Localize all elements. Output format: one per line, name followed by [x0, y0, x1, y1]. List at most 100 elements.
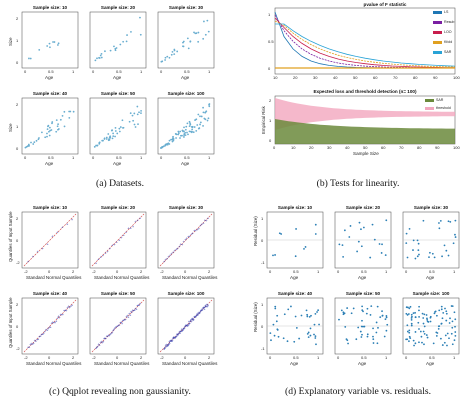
data-point: + — [205, 304, 208, 309]
data-point — [59, 118, 62, 121]
data-point — [98, 142, 101, 145]
x-axis-label: Age — [45, 75, 54, 80]
data-point — [450, 332, 453, 335]
data-point: + — [139, 301, 142, 306]
data-point — [454, 233, 456, 236]
data-point: + — [175, 334, 178, 339]
data-point — [444, 334, 447, 337]
data-point — [405, 312, 408, 315]
data-point — [28, 57, 30, 60]
data-point — [362, 325, 364, 328]
x-axis-label: Sample Size — [353, 151, 379, 156]
reference-line — [159, 299, 213, 353]
x-tick-label: 90 — [433, 75, 438, 80]
data-point: + — [97, 256, 100, 261]
data-point — [206, 19, 209, 22]
x-tick-label: 1 — [208, 155, 211, 160]
data-point: + — [184, 237, 187, 242]
data-point — [193, 31, 195, 34]
y-tick-label: 1 — [261, 302, 264, 307]
data-point: + — [198, 311, 201, 316]
data-point — [119, 43, 122, 46]
data-point: + — [104, 336, 107, 341]
data-point — [138, 111, 140, 114]
data-point — [186, 122, 189, 125]
data-point — [423, 313, 426, 316]
data-point — [438, 222, 440, 224]
data-point — [360, 336, 363, 338]
pvalue-title: pvalue of F statistic — [363, 2, 407, 7]
y-tick-label: 2 — [16, 302, 19, 307]
x-tick-label: 1 — [72, 155, 75, 160]
data-point: + — [181, 242, 184, 247]
data-point: + — [125, 230, 128, 235]
data-point — [344, 326, 347, 328]
linearity-plots — [274, 7, 456, 145]
data-point — [451, 320, 454, 323]
x-tick-label: 0 — [405, 269, 408, 274]
data-point: + — [196, 311, 199, 316]
data-point — [32, 143, 35, 145]
plot-title: Sample size: 50 — [100, 291, 136, 296]
data-point — [107, 133, 110, 135]
x-tick-label: 0.5 — [429, 355, 435, 360]
x-tick-label: 2 — [140, 355, 143, 360]
data-point: + — [129, 312, 132, 317]
data-point — [453, 311, 456, 314]
data-point: + — [36, 337, 39, 342]
plot-title: Sample size: 50 — [100, 91, 136, 96]
data-point — [412, 339, 415, 342]
data-point — [53, 41, 56, 43]
data-point: + — [95, 260, 98, 265]
data-point — [406, 330, 409, 333]
data-point: + — [169, 253, 172, 258]
data-point — [422, 330, 425, 333]
data-point: + — [175, 247, 178, 252]
data-point: + — [113, 242, 116, 247]
data-point: + — [174, 335, 177, 340]
x-tick-label: 2 — [140, 269, 143, 274]
data-point — [371, 223, 374, 226]
data-point — [132, 119, 135, 122]
x-tick-label: 1 — [208, 69, 211, 74]
data-point: + — [109, 246, 112, 251]
data-point — [305, 309, 308, 312]
data-point: + — [122, 318, 125, 323]
data-point — [423, 325, 426, 328]
data-point: + — [97, 344, 100, 349]
data-point: + — [189, 234, 192, 239]
data-point — [346, 339, 349, 342]
data-point — [139, 33, 142, 36]
data-point — [187, 133, 189, 136]
data-point — [346, 307, 349, 309]
data-point — [63, 125, 66, 128]
x-tick-label: 1 — [140, 155, 143, 160]
data-point — [422, 322, 425, 325]
data-point — [414, 257, 417, 260]
data-point — [202, 37, 205, 40]
plot-title: Sample size: 100 — [167, 91, 205, 96]
data-point: + — [179, 331, 182, 336]
data-point: + — [99, 340, 102, 345]
data-point — [294, 315, 297, 318]
data-point — [199, 121, 202, 124]
data-point — [37, 138, 40, 141]
data-point: + — [96, 345, 99, 350]
data-point — [202, 125, 204, 127]
data-point — [317, 309, 320, 312]
residuals-plots — [266, 211, 460, 355]
y-tick-label: 1 — [16, 38, 19, 43]
data-point: + — [207, 303, 210, 308]
data-point: + — [110, 330, 113, 335]
data-point — [276, 329, 279, 331]
data-point — [63, 110, 66, 113]
data-point — [375, 321, 378, 324]
data-point — [304, 246, 307, 248]
data-point — [168, 139, 171, 142]
data-point — [447, 220, 450, 223]
data-point — [46, 45, 49, 47]
data-point — [179, 137, 181, 139]
data-point: + — [163, 259, 166, 264]
data-point — [195, 32, 198, 35]
data-point — [164, 59, 166, 61]
